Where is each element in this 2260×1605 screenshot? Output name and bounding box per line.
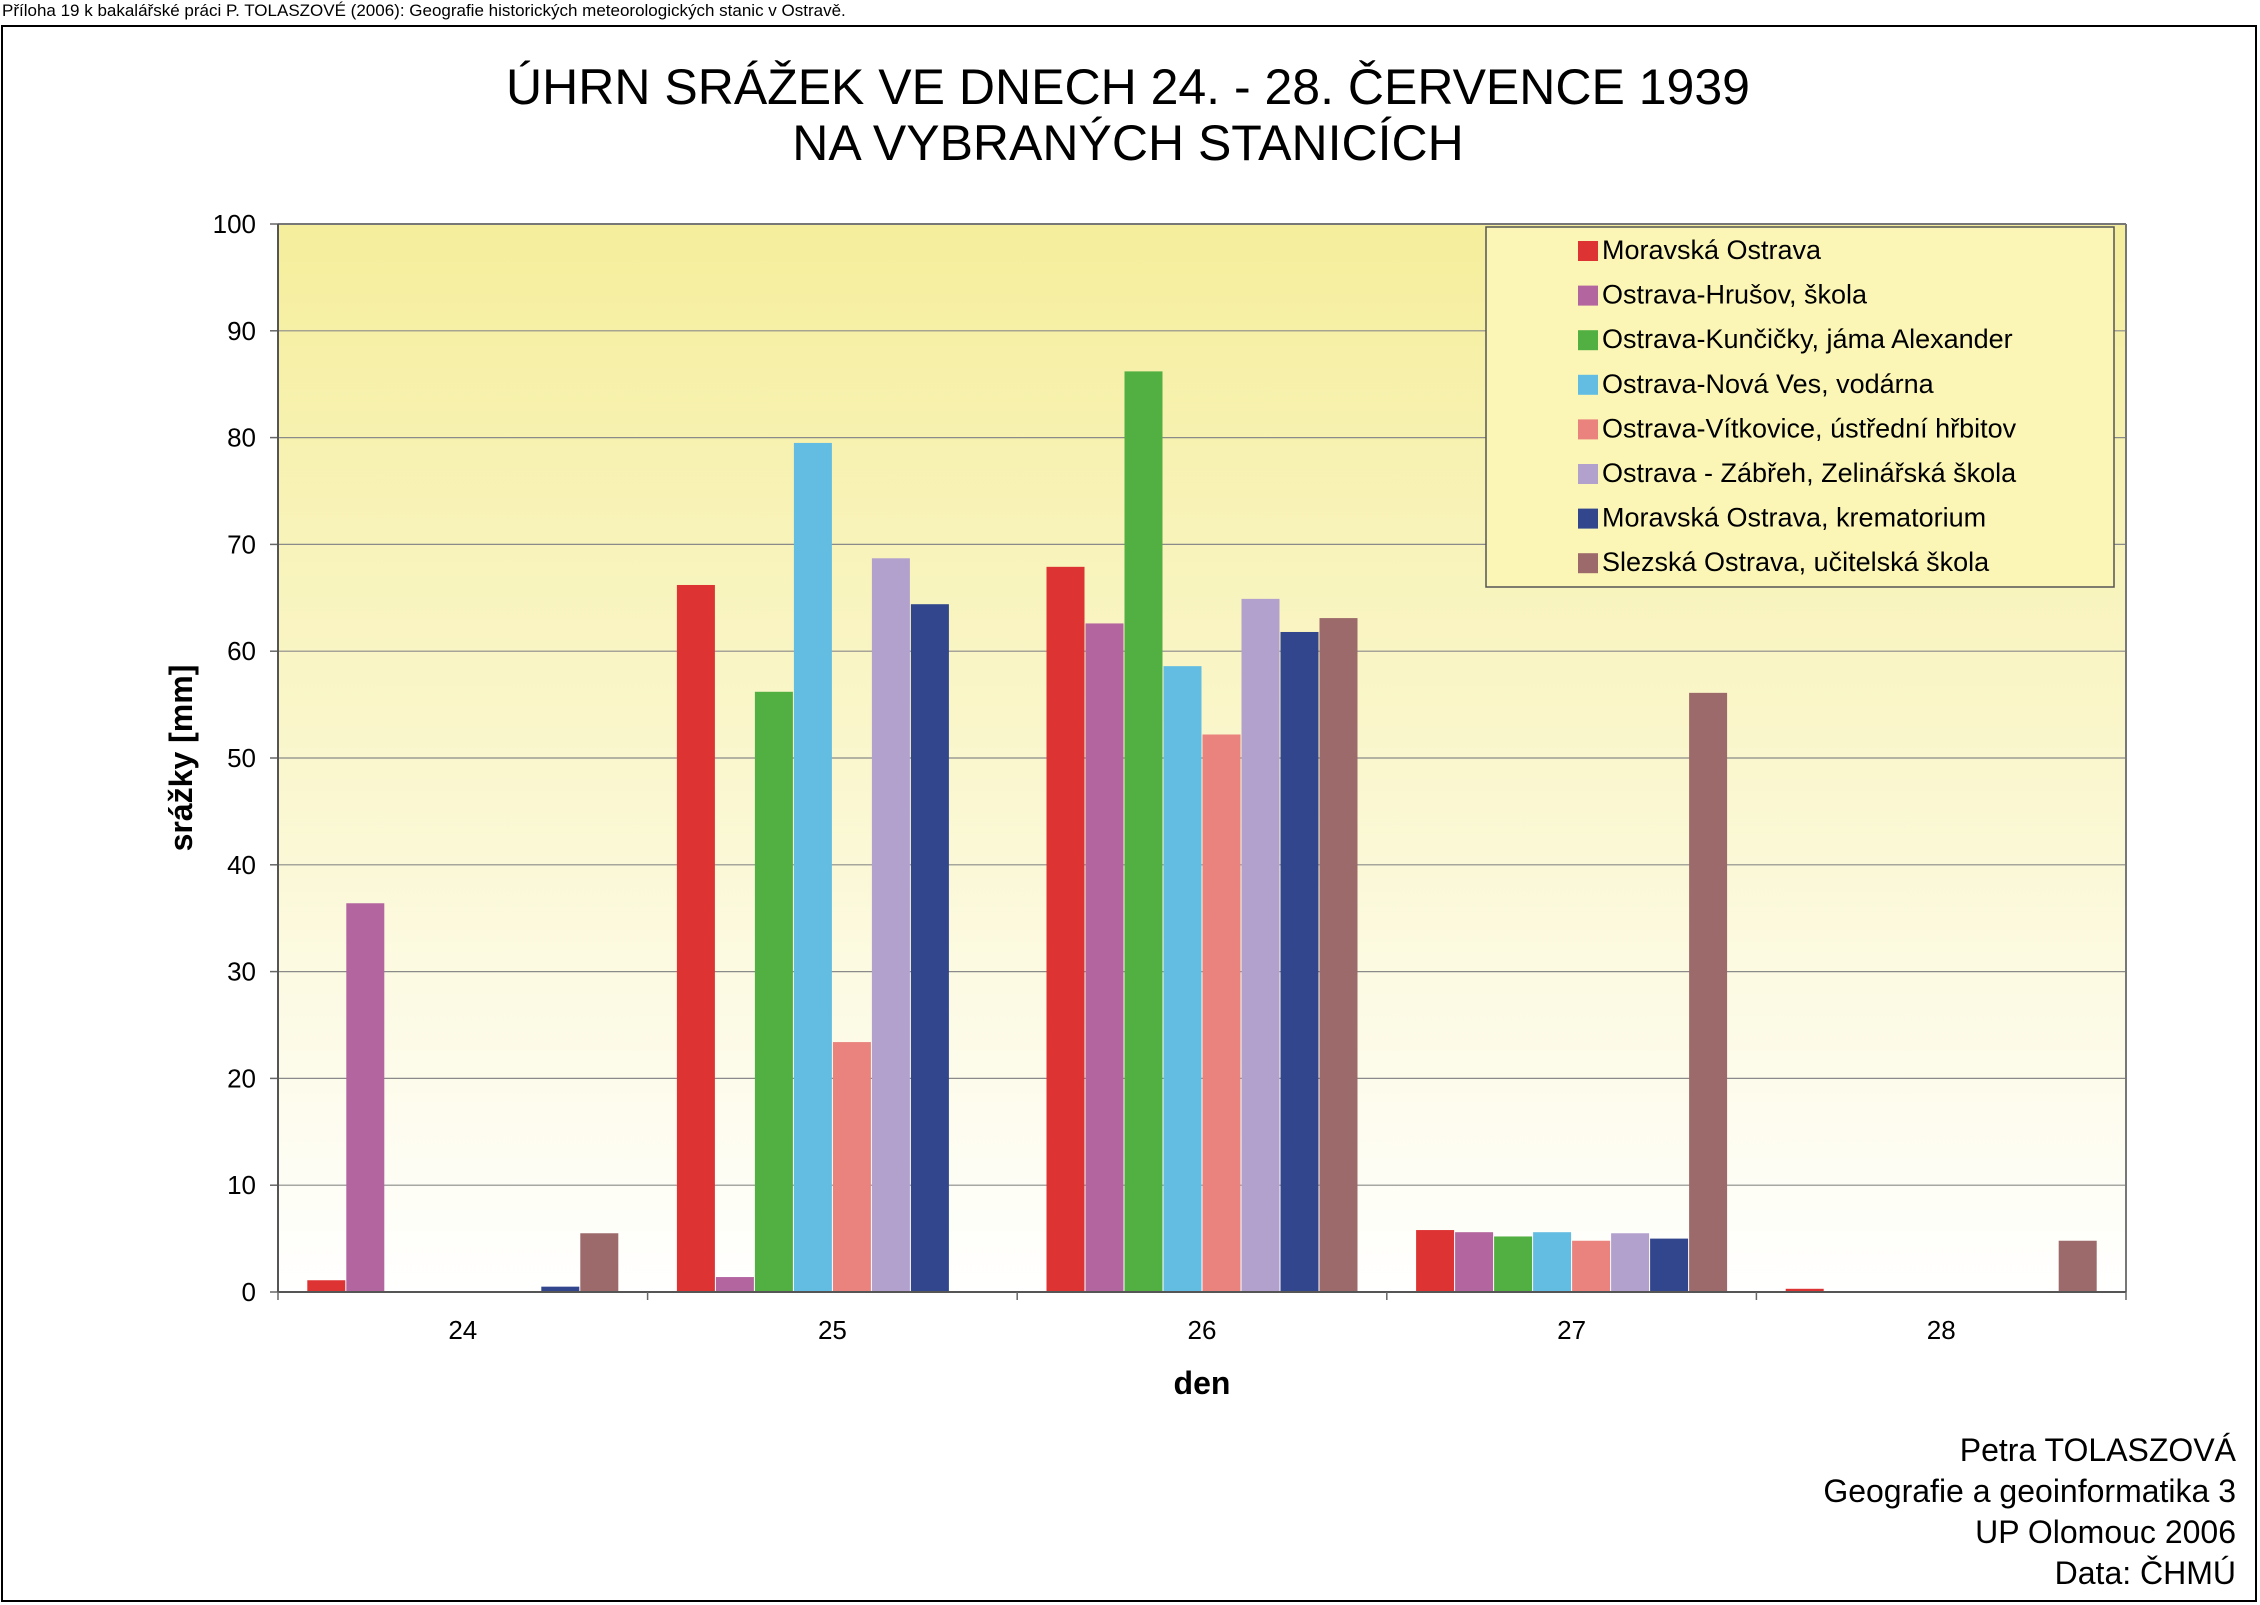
legend-swatch <box>1578 241 1598 261</box>
y-tick-label: 30 <box>227 957 256 987</box>
bar <box>1533 1232 1572 1292</box>
bar <box>1163 666 1202 1292</box>
legend-label: Moravská Ostrava <box>1602 235 1822 265</box>
bar <box>1085 623 1124 1292</box>
x-axis-label: den <box>1174 1365 1231 1401</box>
legend-swatch <box>1578 419 1598 440</box>
bar <box>1689 692 1728 1292</box>
bar <box>871 558 910 1292</box>
bar <box>1319 618 1358 1292</box>
credit-author: Petra TOLASZOVÁ <box>1959 1432 2236 1468</box>
legend-swatch <box>1578 374 1598 395</box>
bar <box>1046 566 1085 1292</box>
legend-label: Ostrava-Nová Ves, vodárna <box>1602 369 1935 399</box>
x-tick-labels: 24 25 26 27 28 <box>448 1315 1955 1345</box>
bar <box>2058 1240 2097 1292</box>
y-tick-label: 10 <box>227 1170 256 1200</box>
legend-swatch <box>1578 464 1598 484</box>
credits: Petra TOLASZOVÁ Geografie a geoinformati… <box>1823 1430 2236 1594</box>
x-tick-label: 25 <box>818 1315 847 1345</box>
legend-swatch <box>1578 330 1598 351</box>
bar <box>1650 1238 1689 1292</box>
bar <box>676 584 715 1292</box>
bar <box>580 1233 619 1292</box>
legend-label: Ostrava-Hrušov, škola <box>1602 280 1868 310</box>
legend-label: Slezská Ostrava, učitelská škola <box>1602 547 1990 577</box>
axes <box>270 223 2127 1300</box>
legend-swatch <box>1578 553 1598 574</box>
credit-data-source: Data: ČHMÚ <box>2054 1555 2236 1591</box>
legend-swatch <box>1578 508 1598 529</box>
y-tick-label: 70 <box>227 529 256 559</box>
bar <box>541 1286 580 1292</box>
credit-program: Geografie a geoinformatika 3 <box>1823 1473 2236 1509</box>
bar <box>1785 1288 1824 1292</box>
y-tick-labels: 0 10 20 30 40 50 60 70 80 90 100 <box>213 209 256 1307</box>
y-tick-label: 0 <box>242 1277 256 1307</box>
bars <box>307 371 2097 1292</box>
chart-title-line-2: NA VYBRANÝCH STANICÍCH <box>792 115 1463 171</box>
bar <box>832 1042 871 1292</box>
bar <box>307 1280 346 1292</box>
bar <box>715 1277 754 1292</box>
chart-title-line-1: ÚHRN SRÁŽEK VE DNECH 24. - 28. ČERVENCE … <box>506 59 1750 115</box>
x-tick-label: 28 <box>1927 1315 1956 1345</box>
bar <box>346 903 385 1292</box>
legend-swatch <box>1578 285 1598 306</box>
x-tick-label: 24 <box>448 1315 477 1345</box>
legend-label: Ostrava-Vítkovice, ústřední hřbitov <box>1602 413 2017 443</box>
y-tick-label: 90 <box>227 316 256 346</box>
y-tick-label: 80 <box>227 423 256 453</box>
bar <box>1280 631 1319 1292</box>
bar <box>1455 1232 1494 1292</box>
y-tick-label: 20 <box>227 1063 256 1093</box>
legend-label: Ostrava - Zábřeh, Zelinářská škola <box>1602 458 2017 488</box>
legend: Moravská Ostrava Ostrava-Hrušov, škola Ost… <box>1485 226 2115 588</box>
bar <box>1611 1233 1650 1292</box>
y-tick-label: 60 <box>227 636 256 666</box>
bar <box>1124 371 1163 1292</box>
bar <box>754 691 793 1292</box>
header-note: Příloha 19 k bakalářské práci P. TOLASZO… <box>2 1 846 20</box>
credit-university: UP Olomouc 2006 <box>1975 1514 2236 1550</box>
y-tick-label: 100 <box>213 209 256 239</box>
bar <box>910 604 949 1292</box>
y-axis-label: srážky [mm] <box>163 665 199 852</box>
bar <box>1241 598 1280 1292</box>
x-tick-label: 26 <box>1188 1315 1217 1345</box>
x-tick-label: 27 <box>1557 1315 1586 1345</box>
chart-frame <box>1 25 2257 1602</box>
bar <box>1494 1236 1533 1292</box>
legend-label: Ostrava-Kunčičky, jáma Alexander <box>1602 324 2013 354</box>
bar <box>1202 734 1241 1292</box>
y-tick-label: 40 <box>227 850 256 880</box>
bar <box>1572 1240 1611 1292</box>
bar <box>1416 1230 1455 1292</box>
legend-label: Moravská Ostrava, krematorium <box>1602 503 1986 533</box>
y-tick-label: 50 <box>227 743 256 773</box>
bar <box>793 442 832 1292</box>
